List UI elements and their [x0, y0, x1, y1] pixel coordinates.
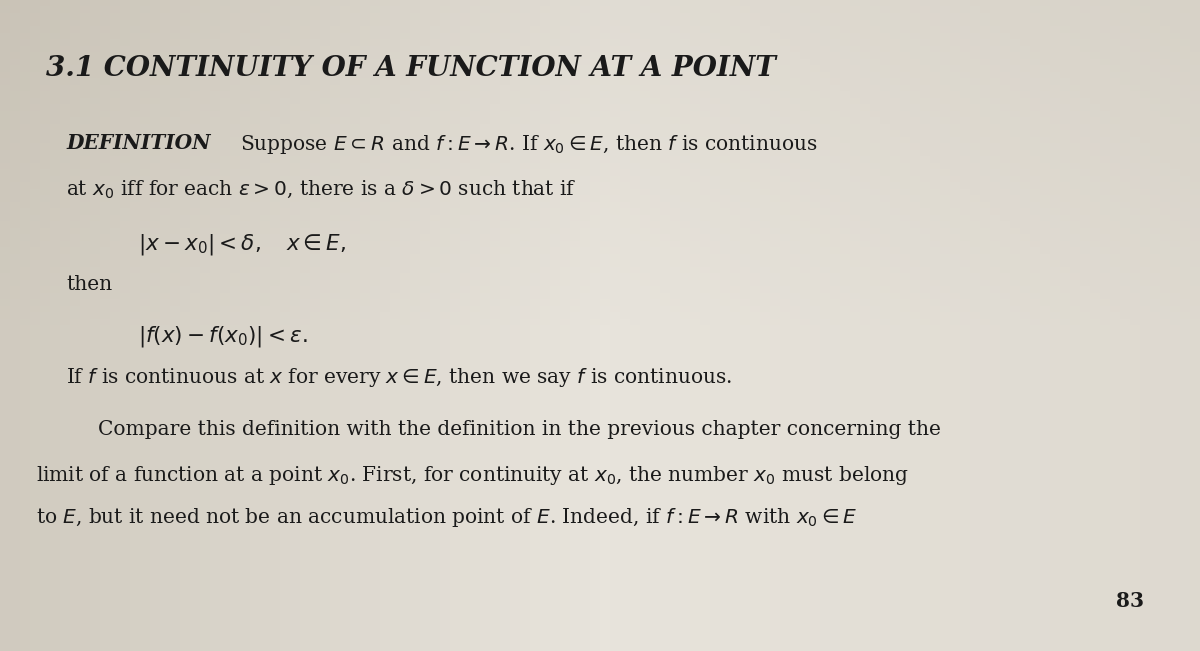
Text: $|f(x) - f(x_0)| < \epsilon.$: $|f(x) - f(x_0)| < \epsilon.$ [138, 324, 307, 349]
Text: Compare this definition with the definition in the previous chapter concerning t: Compare this definition with the definit… [98, 420, 941, 439]
Text: at $x_0$ iff for each $\epsilon > 0$, there is a $\delta > 0$ such that if: at $x_0$ iff for each $\epsilon > 0$, th… [66, 178, 577, 200]
Text: 83: 83 [1116, 591, 1144, 611]
Text: $|x - x_0| < \delta, \quad x \in E,$: $|x - x_0| < \delta, \quad x \in E,$ [138, 232, 346, 257]
Text: to $E$, but it need not be an accumulation point of $E$. Indeed, if $f : E \to R: to $E$, but it need not be an accumulati… [36, 506, 858, 529]
Text: DEFINITION: DEFINITION [66, 133, 210, 154]
Text: limit of a function at a point $x_0$. First, for continuity at $x_0$, the number: limit of a function at a point $x_0$. Fi… [36, 464, 908, 486]
Text: 3.1 CONTINUITY OF A FUNCTION AT A POINT: 3.1 CONTINUITY OF A FUNCTION AT A POINT [46, 55, 775, 82]
Text: Suppose $E \subset R$ and $f : E \to R$. If $x_0 \in E$, then $f$ is continuous: Suppose $E \subset R$ and $f : E \to R$.… [240, 133, 817, 156]
Text: then: then [66, 275, 112, 294]
Text: If $f$ is continuous at $x$ for every $x \in E$, then we say $f$ is continuous.: If $f$ is continuous at $x$ for every $x… [66, 366, 732, 389]
